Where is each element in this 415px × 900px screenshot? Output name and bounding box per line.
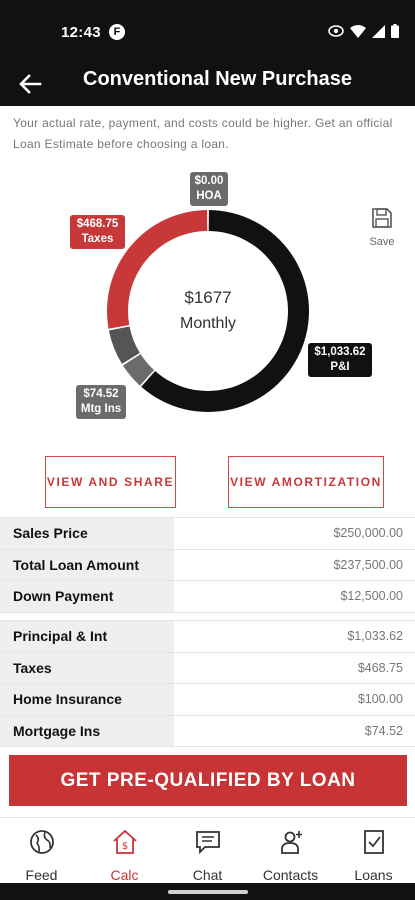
view-amortization-button[interactable]: VIEW AMORTIZATION: [228, 456, 384, 508]
row-label: Taxes: [0, 652, 174, 683]
nav-feed-label: Feed: [25, 867, 58, 883]
table-row: Total Loan Amount $237,500.00: [0, 549, 415, 581]
table-row: Home Insurance $100.00: [0, 684, 415, 716]
table-row: Taxes $468.75: [0, 652, 415, 684]
nav-calc-label: Calc: [110, 867, 139, 883]
payment-breakdown-table: Principal & Int $1,033.62 Taxes $468.75 …: [0, 620, 415, 747]
table-row: Down Payment $12,500.00: [0, 581, 415, 613]
row-value: $12,500.00: [340, 589, 403, 604]
row-label: Down Payment: [0, 581, 174, 612]
globe-icon: [29, 830, 54, 854]
row-label: Sales Price: [0, 518, 174, 549]
donut-chart: [106, 210, 309, 412]
gesture-bar: [0, 883, 415, 900]
nav-chat-label: Chat: [192, 867, 223, 883]
row-value: $74.52: [364, 723, 403, 738]
monthly-amount: $1677: [184, 288, 232, 307]
hoa-tag: $0.00 HOA: [190, 172, 228, 206]
row-value: $1,033.62: [347, 629, 403, 644]
svg-text:$: $: [121, 841, 127, 852]
nav-contacts[interactable]: Contacts: [249, 818, 332, 883]
chat-icon: [195, 831, 220, 855]
back-arrow-icon[interactable]: [14, 68, 46, 100]
donut-slice-p-i[interactable]: [141, 210, 309, 412]
gesture-handle[interactable]: [168, 890, 248, 894]
battery-icon: [391, 24, 399, 38]
monthly-label: Monthly: [179, 315, 237, 332]
eye-icon: [328, 25, 344, 37]
table-row: Principal & Int $1,033.62: [0, 621, 415, 653]
mtg-ins-tag: $74.52 Mtg Ins: [76, 385, 126, 419]
wifi-icon: [350, 24, 366, 38]
status-bar: 12:43 F: [0, 0, 415, 62]
pi-tag: $1,033.62 P&I: [308, 343, 372, 377]
donut-slice-home-insurance[interactable]: [108, 326, 140, 364]
nav-chat[interactable]: Chat: [166, 818, 249, 883]
row-value: $250,000.00: [333, 526, 403, 541]
status-time: 12:43: [61, 24, 101, 41]
row-label: Total Loan Amount: [0, 549, 174, 580]
save-label: Save: [369, 236, 395, 248]
signal-icon: [372, 24, 385, 38]
donut-hole: [129, 232, 287, 390]
contacts-icon: [280, 831, 302, 854]
taxes-tag: $468.75 Taxes: [70, 215, 125, 249]
nav-loans-label: Loans: [354, 867, 393, 883]
row-label: Home Insurance: [0, 684, 174, 715]
app-bar: Conventional New Purchase: [0, 62, 415, 106]
row-label: Mortgage Ins: [0, 715, 174, 746]
row-value: $100.00: [357, 692, 403, 707]
house-dollar-icon: $: [112, 829, 137, 854]
donut-slice-taxes[interactable]: [106, 210, 208, 329]
loan-details-table: Sales Price $250,000.00 Total Loan Amoun…: [0, 517, 415, 613]
row-label: Principal & Int: [0, 621, 174, 652]
nav-contacts-label: Contacts: [262, 867, 319, 883]
view-and-share-button[interactable]: VIEW AND SHARE: [45, 456, 176, 508]
system-icons: [328, 24, 399, 38]
notification-icon: F: [109, 24, 125, 40]
disclaimer-text: Your actual rate, payment, and costs cou…: [13, 116, 393, 151]
donut-slice-mtg-ins[interactable]: [122, 354, 155, 386]
table-row: Mortgage Ins $74.52: [0, 715, 415, 747]
row-value: $237,500.00: [333, 557, 403, 572]
nav-feed[interactable]: Feed: [0, 818, 83, 883]
get-prequalified-button[interactable]: GET PRE-QUALIFIED BY LOAN: [9, 755, 407, 806]
save-button[interactable]: Save: [366, 207, 398, 248]
loan-document-icon: [363, 830, 384, 854]
nav-loans[interactable]: Loans: [332, 818, 415, 883]
payment-chart: [0, 165, 415, 435]
page-title: Conventional New Purchase: [83, 68, 352, 90]
save-icon: [372, 208, 392, 228]
bottom-nav: Feed $ Calc Chat Contacts Loans: [0, 817, 415, 883]
row-value: $468.75: [357, 660, 403, 675]
table-row: Sales Price $250,000.00: [0, 518, 415, 550]
nav-calc[interactable]: $ Calc: [83, 818, 166, 883]
